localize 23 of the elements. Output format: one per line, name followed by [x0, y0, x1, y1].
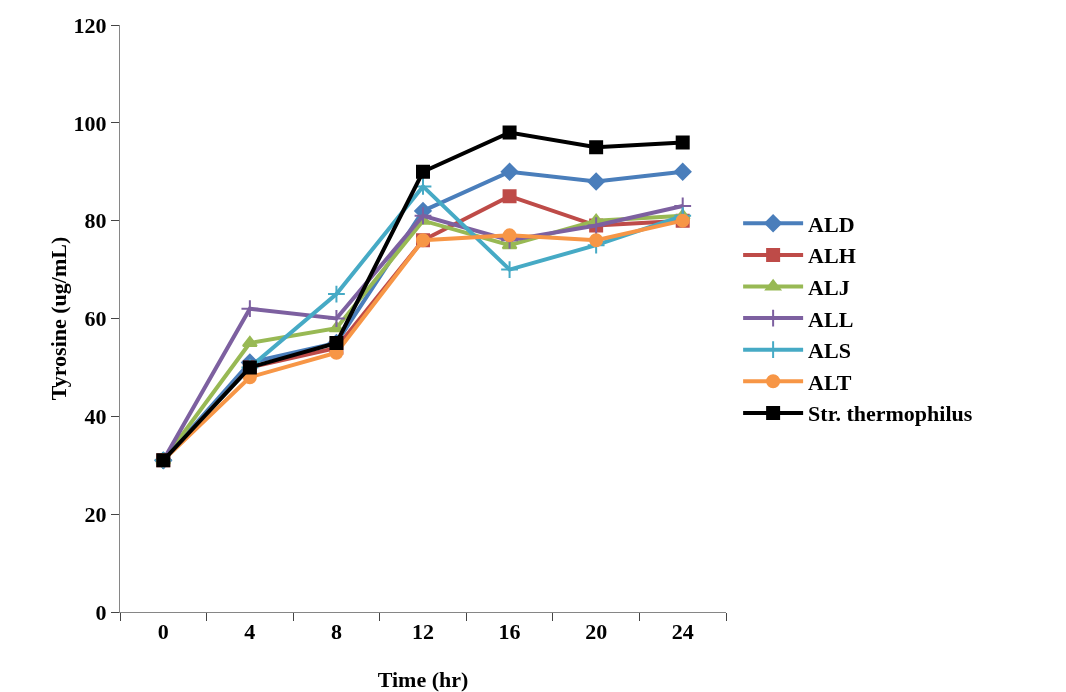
legend-label: ALJ [808, 275, 850, 301]
legend-label: ALS [808, 338, 851, 364]
legend-label: ALD [808, 211, 855, 237]
y-tick-label: 40 [84, 404, 107, 430]
x-tick-label: 8 [330, 619, 342, 645]
x-tick-label: 20 [585, 619, 608, 645]
legend-label: ALT [808, 369, 852, 395]
y-tick-label: 60 [84, 306, 107, 332]
x-axis-title: Time (hr) [377, 667, 469, 692]
x-tick-label: 12 [412, 619, 434, 645]
legend-label: Str. thermophilus [808, 401, 973, 427]
y-axis-title: Tyrosine (ug/mL) [46, 236, 71, 401]
y-tick-label: 0 [95, 599, 107, 625]
x-tick-label: 4 [244, 619, 256, 645]
y-tick-label: 20 [84, 501, 107, 527]
y-tick-label: 120 [73, 12, 107, 38]
x-tick-label: 0 [157, 619, 169, 645]
y-tick-label: 80 [84, 208, 107, 234]
x-tick-label: 24 [671, 619, 694, 645]
legend-label: ALL [808, 306, 854, 332]
legend-label: ALH [808, 243, 856, 269]
x-tick-label: 16 [498, 619, 521, 645]
y-tick-label: 100 [73, 110, 107, 136]
